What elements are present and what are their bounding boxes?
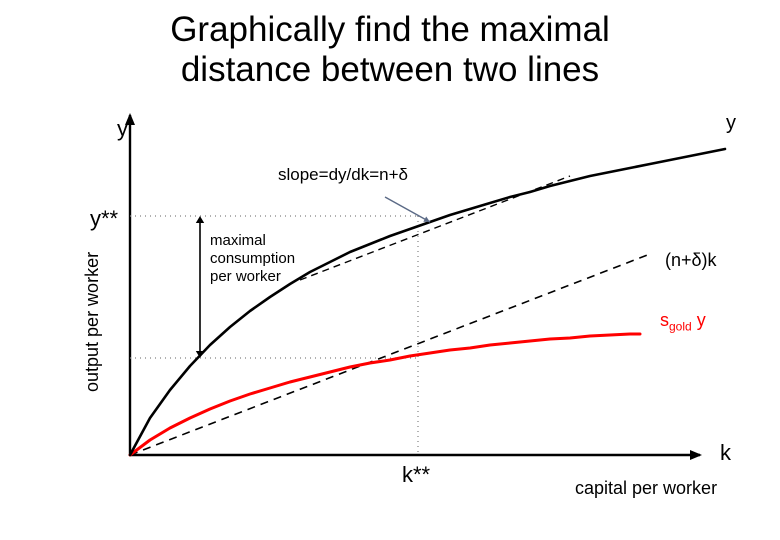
y-star-star-label: y** [90, 206, 118, 232]
x-axis-k-label: k [720, 440, 731, 466]
chart-area: Graphically find the maximal distance be… [0, 0, 780, 540]
y-axis-top-label: y [117, 116, 128, 142]
sgold-curve-label: sgold y [660, 310, 706, 334]
y-axis-caption: output per worker [82, 252, 103, 392]
max-consumption-label: maximal consumption per worker [210, 232, 295, 286]
production-curve-label: y [726, 112, 736, 135]
slope-annotation: slope=dy/dk=n+δ [278, 165, 408, 185]
economics-diagram [0, 0, 780, 540]
x-axis-caption: capital per worker [575, 478, 717, 499]
n-delta-k-label: (n+δ)k [665, 250, 717, 271]
k-star-star-label: k** [402, 462, 430, 488]
